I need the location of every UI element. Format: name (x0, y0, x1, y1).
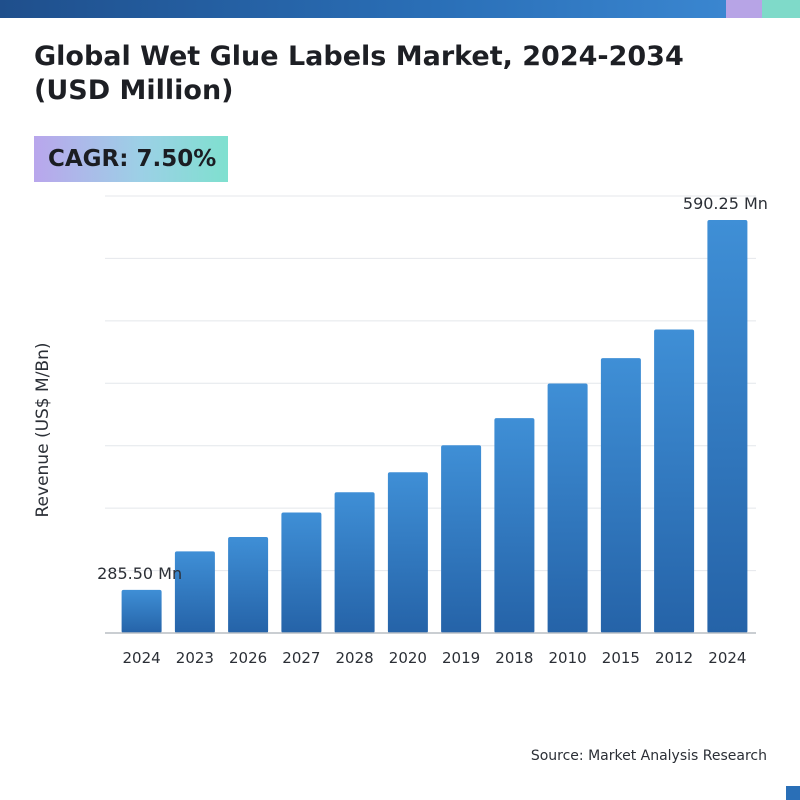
source-note: Source: Market Analysis Research (530, 748, 767, 764)
data-labels: 285.50 Mn 590.25 Mn (97, 194, 768, 583)
x-tick-label: 2018 (495, 649, 533, 667)
data-label: 590.25 Mn (683, 194, 768, 213)
bar-6 (441, 445, 482, 633)
bar-5 (387, 472, 428, 633)
top-accent-teal (762, 0, 800, 18)
cagr-text: CAGR: 7.50% (48, 146, 217, 172)
x-tick-label: 2023 (176, 649, 214, 667)
x-tick-label: 2015 (602, 649, 640, 667)
corner-accent (786, 786, 800, 800)
x-tick-label: 2010 (549, 649, 587, 667)
bar-0 (121, 589, 162, 633)
bar-11 (707, 220, 748, 633)
x-tick-label: 2019 (442, 649, 480, 667)
cagr-badge: CAGR: 7.50% (34, 136, 228, 182)
bars (121, 220, 748, 633)
x-tick-label: 2026 (229, 649, 267, 667)
bar-8 (547, 383, 588, 633)
x-tick-label: 2028 (336, 649, 374, 667)
x-tick-label: 2012 (655, 649, 693, 667)
bar-9 (600, 358, 641, 633)
bar-1 (174, 551, 215, 633)
x-tick-label: 2027 (282, 649, 320, 667)
top-accent-bar (0, 0, 800, 18)
bar-4 (334, 492, 375, 633)
x-tick-labels: 2024 2023 2026 2027 2028 2020 2019 2018 2010 2015… (123, 649, 747, 667)
bar-2 (228, 537, 269, 633)
top-accent-blue (0, 0, 726, 18)
top-accent-purple (726, 0, 762, 18)
bar-7 (494, 418, 535, 633)
x-tick-label: 2024 (708, 649, 746, 667)
bar-10 (654, 329, 695, 633)
bar-3 (281, 512, 322, 633)
chart-title: Global Wet Glue Labels Market, 2024-2034… (34, 41, 684, 106)
data-label: 285.50 Mn (97, 564, 182, 583)
x-tick-label: 2024 (123, 649, 161, 667)
x-tick-label: 2020 (389, 649, 427, 667)
